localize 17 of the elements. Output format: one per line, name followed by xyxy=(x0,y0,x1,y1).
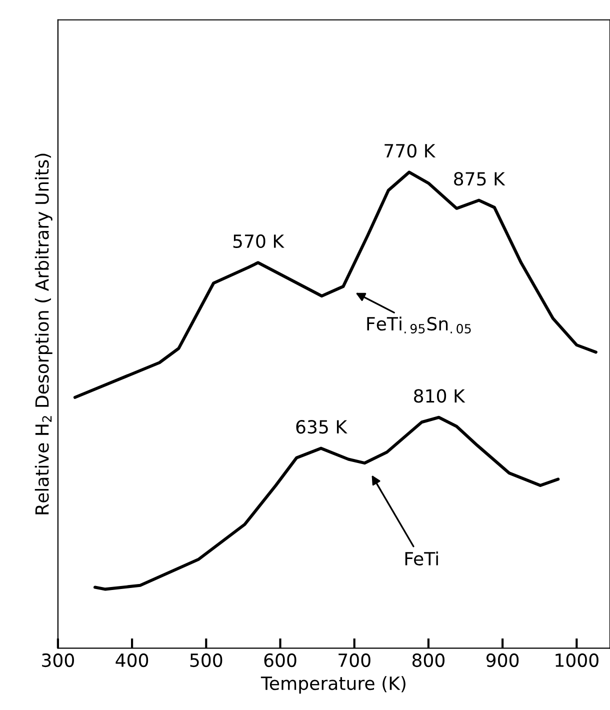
annotation: 875 K xyxy=(454,172,506,186)
x-axis-title: Temperature (K) xyxy=(260,676,406,694)
x-tick-label: 1000 xyxy=(556,653,598,668)
annotation: 635 K xyxy=(296,420,348,434)
x-tick-label: 500 xyxy=(190,653,222,668)
annotation: 770 K xyxy=(384,144,436,158)
x-tick-label: 400 xyxy=(116,653,148,668)
x-tick-label: 800 xyxy=(412,653,444,668)
x-tick-label: 900 xyxy=(486,653,519,668)
annotation: FeTi$_{.95}$Sn$_{.05}$ xyxy=(367,316,471,334)
x-tick-label: 300 xyxy=(42,653,74,668)
annotation: 570 K xyxy=(233,234,284,248)
x-tick-label: 700 xyxy=(338,653,370,668)
annotation: FeTi xyxy=(405,552,438,566)
x-tick-label: 600 xyxy=(264,653,296,668)
y-axis-title: Relative H$_{2}$ Desorption ( Arbitrary Units) xyxy=(34,154,52,514)
annotation: 810 K xyxy=(414,389,466,403)
